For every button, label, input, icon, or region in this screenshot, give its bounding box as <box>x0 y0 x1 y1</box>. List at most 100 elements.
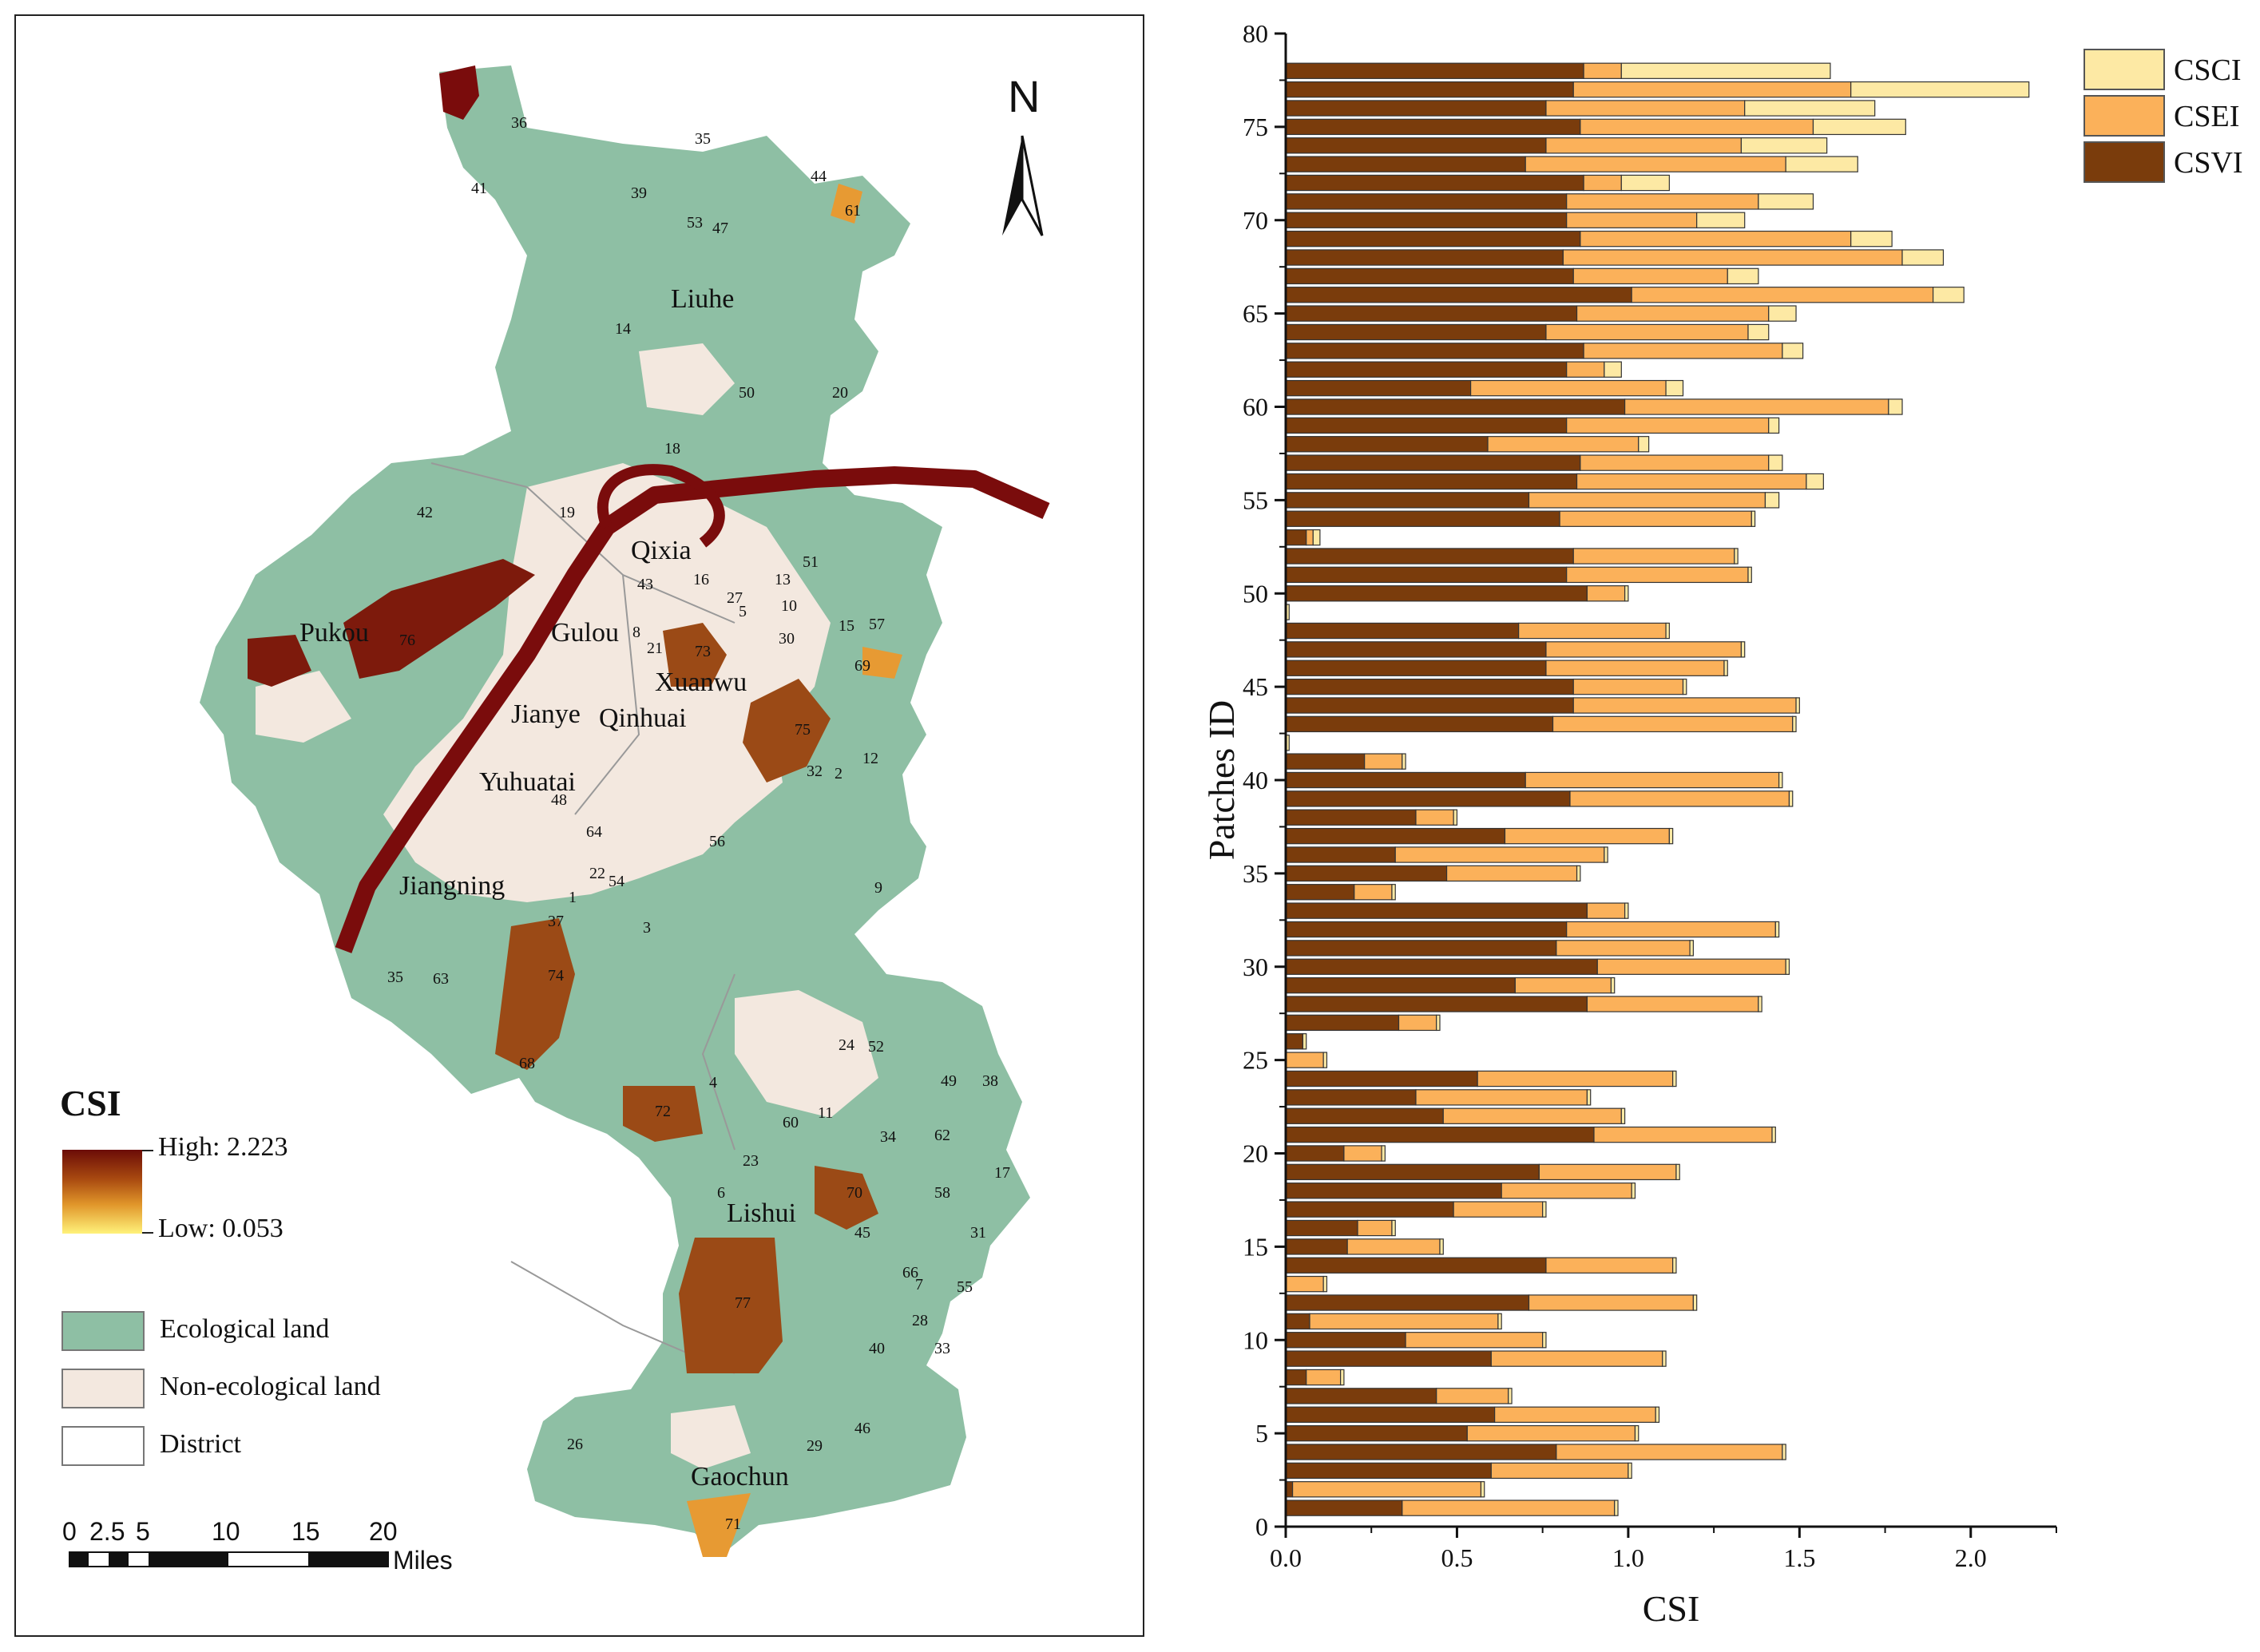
non-ecological-land-patch <box>639 343 735 415</box>
legend-swatch-csei <box>2084 95 2165 137</box>
bar-csvi-67 <box>1285 267 1574 285</box>
bar-csvi-74 <box>1285 137 1547 154</box>
patch-label-52: 52 <box>868 1038 884 1056</box>
scale-tick-5: 5 <box>136 1517 150 1546</box>
patch-label-20: 20 <box>832 384 848 402</box>
district-label-yuhuatai: Yuhuatai <box>479 767 576 797</box>
bar-csvi-68 <box>1285 249 1564 266</box>
patch-label-50: 50 <box>739 384 755 402</box>
bar-csei-15 <box>1346 1238 1441 1255</box>
district-label-jianye: Jianye <box>511 699 581 729</box>
bar-csei-11 <box>1309 1313 1499 1330</box>
patch-label-36: 36 <box>511 114 527 132</box>
y-axis-title: Patches ID <box>1201 700 1242 861</box>
bar-csvi-40 <box>1285 771 1526 789</box>
y-tick-label: 20 <box>1243 1139 1268 1168</box>
csi-color-ramp <box>62 1150 142 1234</box>
bar-csvi-11 <box>1285 1313 1310 1330</box>
bar-csvi-57 <box>1285 454 1581 471</box>
bar-csci-76 <box>1744 100 1876 117</box>
bar-csei-63 <box>1583 343 1783 359</box>
bar-csvi-50 <box>1285 585 1588 602</box>
bar-csci-30 <box>1785 958 1790 975</box>
bar-csvi-63 <box>1285 343 1584 359</box>
y-tick-label: 0 <box>1255 1512 1268 1541</box>
bar-csvi-38 <box>1285 809 1417 826</box>
bar-csei-72 <box>1583 174 1622 192</box>
y-tick-label: 30 <box>1243 953 1268 981</box>
patch-label-68: 68 <box>519 1055 535 1072</box>
bar-csei-73 <box>1525 156 1786 172</box>
bar-csci-42 <box>1285 735 1290 751</box>
patch-label-42: 42 <box>417 504 433 521</box>
bar-csci-19 <box>1675 1163 1680 1181</box>
bar-csei-38 <box>1415 809 1454 826</box>
bar-csci-41 <box>1402 753 1406 770</box>
bar-csvi-65 <box>1285 305 1578 322</box>
patch-label-38: 38 <box>982 1072 998 1090</box>
patch-label-33: 33 <box>934 1340 950 1357</box>
bar-csci-45 <box>1682 678 1687 695</box>
bar-csei-41 <box>1364 753 1403 770</box>
bar-csei-27 <box>1398 1014 1437 1032</box>
y-tick-label: 25 <box>1243 1046 1268 1075</box>
patch-label-71: 71 <box>725 1515 741 1533</box>
patch-label-15: 15 <box>839 617 854 635</box>
bar-csci-38 <box>1453 809 1458 826</box>
bar-csei-61 <box>1469 379 1667 397</box>
bar-csei-70 <box>1566 212 1698 228</box>
district-label-gaochun: Gaochun <box>691 1462 789 1492</box>
bar-csci-24 <box>1672 1070 1677 1087</box>
patch-label-16: 16 <box>693 571 709 588</box>
bar-csci-53 <box>1312 529 1321 546</box>
jiangning-forest-patch <box>495 918 575 1070</box>
patch-label-22: 22 <box>589 865 605 882</box>
bar-csvi-31 <box>1285 940 1557 957</box>
bar-csei-37 <box>1504 827 1670 845</box>
patch-label-6: 6 <box>717 1184 725 1202</box>
north-label: N <box>1008 71 1040 121</box>
district-label-lishui: Lishui <box>727 1198 796 1228</box>
bar-csci-31 <box>1689 940 1694 957</box>
csi-legend-title: CSI <box>60 1083 121 1123</box>
bar-csci-69 <box>1850 230 1893 248</box>
bar-csci-39 <box>1788 790 1794 807</box>
bar-csvi-45 <box>1285 678 1574 695</box>
bar-csci-3 <box>1628 1462 1632 1480</box>
patch-label-7: 7 <box>915 1276 923 1293</box>
patch-label-48: 48 <box>551 791 567 809</box>
bar-csvi-60 <box>1285 398 1626 415</box>
bar-csvi-23 <box>1285 1089 1417 1106</box>
bar-csvi-33 <box>1285 902 1588 919</box>
bar-csci-55 <box>1764 492 1780 509</box>
bar-csei-48 <box>1518 622 1667 640</box>
bar-csei-3 <box>1490 1462 1629 1480</box>
bar-csvi-15 <box>1285 1238 1348 1255</box>
bar-csci-12 <box>1692 1294 1698 1311</box>
bar-csei-44 <box>1572 697 1797 714</box>
bar-csci-5 <box>1634 1424 1639 1442</box>
bar-csei-17 <box>1453 1201 1544 1218</box>
bar-csvi-14 <box>1285 1257 1547 1274</box>
bar-csci-47 <box>1740 641 1746 658</box>
bar-csci-50 <box>1624 585 1629 602</box>
bar-csci-59 <box>1768 417 1780 434</box>
bar-csei-39 <box>1569 790 1790 807</box>
bar-csvi-52 <box>1285 548 1574 565</box>
district-label-jiangning: Jiangning <box>399 871 505 901</box>
bar-csvi-32 <box>1285 921 1568 938</box>
patch-label-54: 54 <box>609 873 624 890</box>
patch-label-58: 58 <box>934 1184 950 1202</box>
patch-label-29: 29 <box>807 1437 823 1455</box>
bar-csei-32 <box>1566 921 1776 938</box>
bar-csci-2 <box>1480 1481 1485 1498</box>
bar-csci-66 <box>1933 287 1965 303</box>
patch-label-19: 19 <box>559 504 575 521</box>
bar-csvi-4 <box>1285 1444 1557 1460</box>
patch-label-3: 3 <box>643 919 651 937</box>
bar-csvi-20 <box>1285 1145 1345 1162</box>
bar-csci-7 <box>1508 1388 1513 1404</box>
patch-label-8: 8 <box>632 624 640 641</box>
bar-csci-70 <box>1696 212 1746 228</box>
patch-label-12: 12 <box>862 750 878 767</box>
